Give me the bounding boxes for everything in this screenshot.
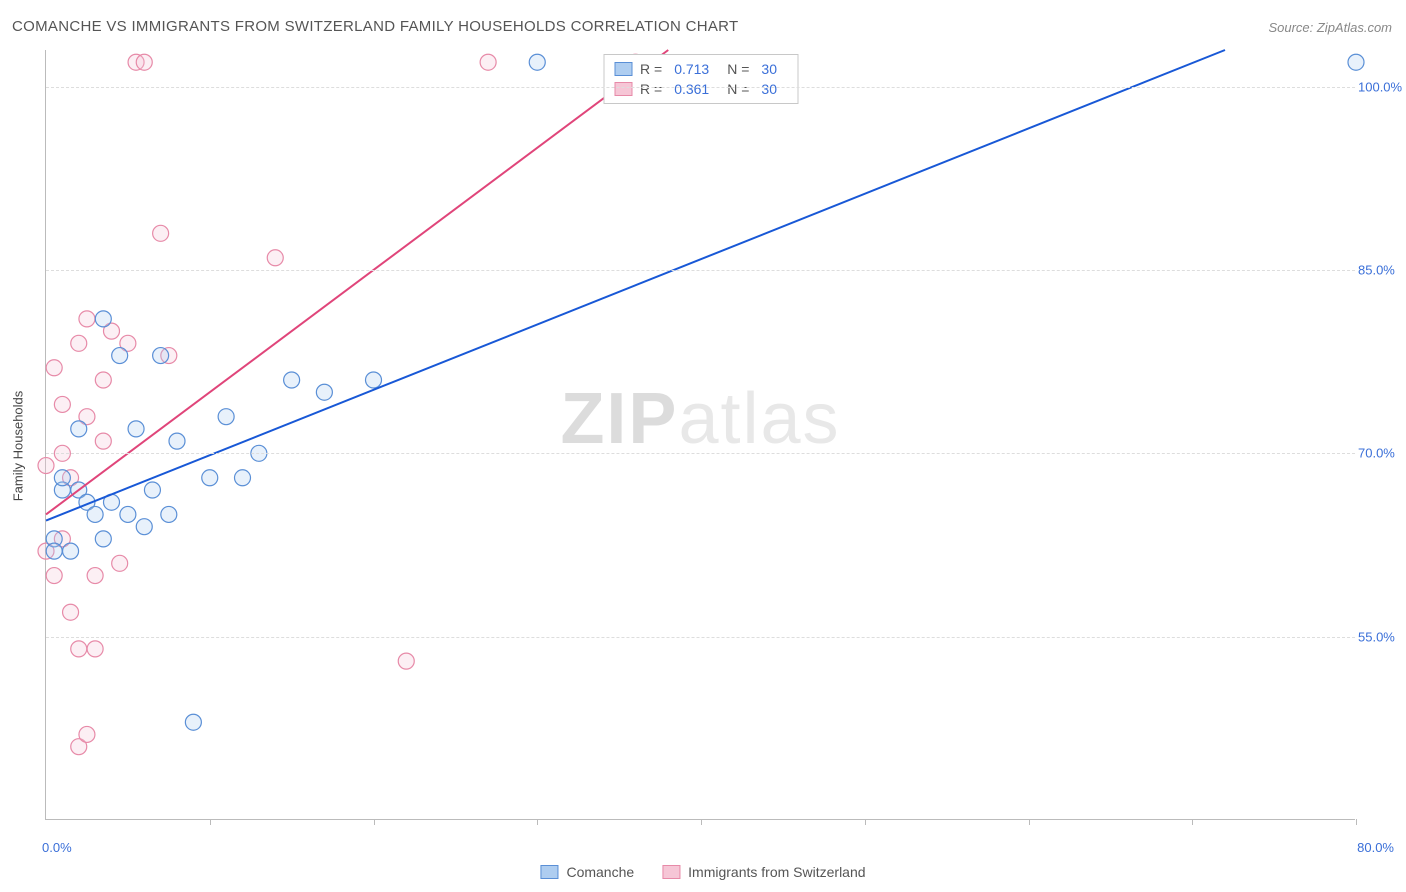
x-tick: [701, 819, 702, 825]
legend-series-label: Comanche: [566, 864, 634, 880]
legend-n-label: N =: [727, 61, 749, 77]
legend-swatch: [662, 865, 680, 879]
x-tick: [1356, 819, 1357, 825]
gridline: [46, 87, 1355, 88]
legend-n-value: 30: [761, 81, 777, 97]
y-axis-label: Family Households: [11, 391, 26, 502]
legend-r-label: R =: [640, 81, 662, 97]
gridline: [46, 637, 1355, 638]
legend-swatch: [614, 82, 632, 96]
legend-correlation-row: R = 0.361 N = 30: [614, 79, 787, 99]
legend-series-item: Comanche: [540, 864, 634, 880]
legend-correlation-row: R = 0.713 N = 30: [614, 59, 787, 79]
x-axis-min-label: 0.0%: [42, 840, 72, 855]
plot-area: ZIPatlas R =0.713N =30R =0.361N =30 100.…: [45, 50, 1355, 820]
x-tick: [1192, 819, 1193, 825]
legend-r-value: 0.713: [674, 61, 709, 77]
legend-series: Comanche Immigrants from Switzerland: [540, 864, 865, 880]
x-tick: [537, 819, 538, 825]
x-tick: [865, 819, 866, 825]
chart-title: COMANCHE VS IMMIGRANTS FROM SWITZERLAND …: [12, 18, 738, 35]
legend-n-label: N =: [727, 81, 749, 97]
legend-series-item: Immigrants from Switzerland: [662, 864, 865, 880]
x-tick: [1029, 819, 1030, 825]
legend-r-label: R =: [640, 61, 662, 77]
source-attribution: Source: ZipAtlas.com: [1268, 20, 1392, 35]
legend-swatch: [614, 62, 632, 76]
gridline: [46, 270, 1355, 271]
legend-swatch: [540, 865, 558, 879]
legend-r-value: 0.361: [674, 81, 709, 97]
x-axis-max-label: 80.0%: [1357, 840, 1394, 855]
y-tick-label: 85.0%: [1358, 263, 1406, 278]
y-tick-label: 55.0%: [1358, 629, 1406, 644]
legend-n-value: 30: [761, 61, 777, 77]
chart-svg: [46, 50, 1355, 819]
y-tick-label: 100.0%: [1358, 79, 1406, 94]
y-tick-label: 70.0%: [1358, 446, 1406, 461]
legend-series-label: Immigrants from Switzerland: [688, 864, 865, 880]
x-tick: [210, 819, 211, 825]
legend-correlation: R = 0.713 N = 30 R = 0.361 N = 30: [603, 54, 798, 104]
gridline: [46, 453, 1355, 454]
x-tick: [374, 819, 375, 825]
